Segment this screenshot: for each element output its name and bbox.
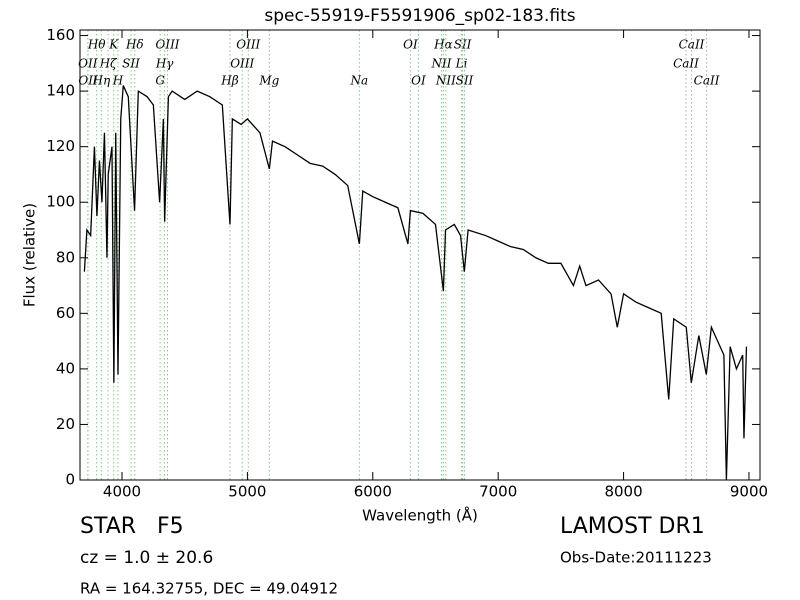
- y-tick-label: 140: [46, 82, 75, 100]
- plot-frame: [79, 29, 761, 481]
- coordinates: RA = 164.32755, DEC = 49.04912: [80, 580, 338, 598]
- obs-date: Obs-Date:20111223: [560, 549, 712, 567]
- spectral-line-label: Hα: [433, 38, 453, 52]
- x-axis-label: Wavelength (Å): [362, 506, 478, 525]
- y-tick-label: 120: [46, 137, 75, 155]
- x-tick-label: 8000: [604, 483, 642, 501]
- y-tick-label: 80: [56, 248, 75, 266]
- spectral-line-label: OIII: [230, 57, 254, 71]
- spectral-line-label: SII: [122, 57, 140, 71]
- spectral-line-label: Na: [350, 74, 369, 88]
- survey: LAMOST DR1: [560, 514, 705, 539]
- x-tick-label: 7000: [479, 483, 517, 501]
- spectral-line-label: Hδ: [125, 38, 144, 52]
- spectral-line-label: CaII: [673, 57, 699, 71]
- chart-title: spec-55919-F5591906_sp02-183.fits: [264, 6, 575, 26]
- object-class: STAR F5: [80, 514, 184, 539]
- y-tick-label: 20: [56, 415, 75, 433]
- spectral-line-label: Hζ: [99, 57, 118, 71]
- spectral-line-label: OII: [78, 74, 98, 88]
- spectral-line-label: G: [155, 74, 165, 88]
- spectrum-line: [83, 85, 748, 481]
- spectral-line-label: SII: [454, 38, 472, 52]
- redshift: cz = 1.0 ± 20.6: [80, 548, 213, 568]
- spectral-line-label: CaII: [694, 74, 720, 88]
- spectral-line-label: OI: [411, 74, 426, 88]
- spectral-line-label: Hβ: [220, 74, 238, 88]
- spectral-line-label: H: [112, 74, 124, 88]
- spectral-line-label: Hθ: [87, 38, 106, 52]
- spectral-line-label: CaII: [679, 38, 705, 52]
- spectral-line-label: Li: [455, 57, 468, 71]
- x-tick-label: 6000: [354, 483, 392, 501]
- spectral-line-label: K: [108, 38, 119, 52]
- spectral-line-label: NII: [435, 74, 456, 88]
- y-tick-label: 100: [46, 193, 75, 211]
- x-tick-label: 4000: [103, 483, 141, 501]
- x-tick-label: 5000: [228, 483, 266, 501]
- spectral-line-label: OIII: [155, 38, 179, 52]
- y-axis-label: Flux (relative): [21, 203, 39, 307]
- y-tick-label: 40: [56, 359, 75, 377]
- spectral-line-label: NII: [431, 57, 452, 71]
- spectral-line-label: Hγ: [155, 57, 174, 71]
- y-tick-label: 0: [65, 471, 75, 489]
- spectral-line-label: Mg: [258, 74, 279, 88]
- spectral-line-label: Hη: [91, 74, 110, 88]
- y-tick-label: 60: [56, 304, 75, 322]
- spectral-line-label: OI: [403, 38, 418, 52]
- spectral-line-label: OIII: [236, 38, 260, 52]
- y-tick-label: 160: [46, 26, 75, 44]
- spectral-line-label: SII: [456, 74, 474, 88]
- x-tick-label: 9000: [730, 483, 768, 501]
